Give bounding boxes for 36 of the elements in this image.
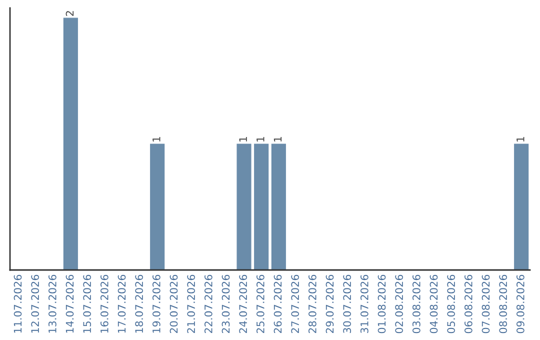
x-tick-label: 05.08.2026: [447, 274, 456, 334]
x-tick-label: 17.07.2026: [118, 274, 126, 333]
x-tick-label: 14.07.2026: [66, 274, 74, 333]
x-tick-label: 20.07.2026: [170, 274, 178, 334]
x-tick-label: 23.07.2026: [222, 274, 230, 334]
x-tick-label: 28.07.2026: [308, 274, 316, 334]
x-tick-label: 18.07.2026: [135, 274, 144, 333]
x-tick-label: 19.07.2026: [152, 274, 160, 333]
x-tick-label: 30.07.2026: [343, 274, 352, 334]
x-tick-label: 11.07.2026: [14, 274, 22, 333]
data-label: 1: [274, 136, 282, 142]
data-label: 1: [516, 136, 524, 142]
x-tick-label: 29.07.2026: [326, 274, 334, 334]
x-tick-label: 27.07.2026: [291, 274, 300, 334]
x-tick-label: 09.08.2026: [516, 274, 524, 334]
x-tick-label: 26.07.2026: [274, 274, 282, 334]
x-tick-label: 24.07.2026: [239, 274, 248, 334]
x-tick-label: 25.07.2026: [256, 274, 264, 334]
x-tick-label: 31.07.2026: [360, 274, 368, 334]
x-tick-label: 06.08.2026: [464, 274, 472, 334]
x-tick-label: 01.08.2026: [378, 274, 386, 334]
data-label: 1: [239, 136, 247, 142]
x-tick-label: 07.08.2026: [482, 274, 490, 334]
x-tick-label: 02.08.2026: [395, 274, 404, 334]
x-tick-label: 04.08.2026: [430, 274, 438, 334]
x-tick-label: 13.07.2026: [48, 274, 56, 333]
x-tick-label: 16.07.2026: [100, 274, 108, 333]
data-label: 1: [256, 136, 264, 142]
x-tick-label: 22.07.2026: [204, 274, 212, 334]
x-tick-label: 21.07.2026: [187, 274, 196, 334]
x-tick-label: 12.07.2026: [31, 274, 40, 333]
data-label: 2: [66, 11, 74, 16]
x-tick-label: 03.08.2026: [412, 274, 420, 334]
data-label: 1: [152, 136, 160, 142]
x-tick-label: 08.08.2026: [499, 274, 508, 334]
x-tick-label: 15.07.2026: [83, 274, 92, 333]
